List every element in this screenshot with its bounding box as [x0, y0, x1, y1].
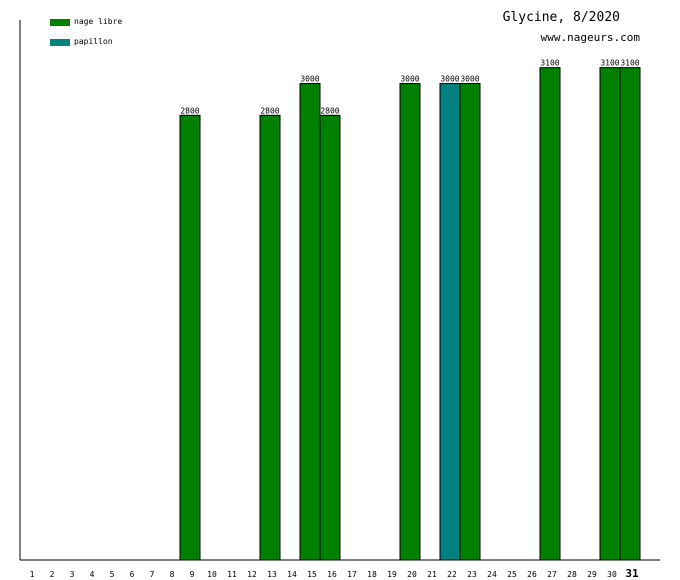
- x-tick-label-28: 28: [567, 570, 577, 579]
- bar-papillon-day-22: [439, 83, 461, 561]
- x-tick-label-22: 22: [447, 570, 457, 579]
- x-tick-label-17: 17: [347, 570, 357, 579]
- chart-title: Glycine, 8/2020: [502, 10, 620, 25]
- x-tick-label-26: 26: [527, 570, 537, 579]
- value-label-nage-libre-day-27: 3100: [540, 59, 559, 68]
- value-label-nage-libre-day-15: 3000: [300, 75, 319, 84]
- x-tick-label-25: 25: [507, 570, 517, 579]
- x-tick-label-9: 9: [190, 570, 195, 579]
- value-label-nage-libre-day-9: 2800: [180, 106, 199, 115]
- x-tick-label-4: 4: [90, 570, 95, 579]
- x-tick-label-8: 8: [170, 570, 175, 579]
- x-tick-label-27: 27: [547, 570, 557, 579]
- bar-nage-libre-day-13: [259, 114, 281, 561]
- bar-nage-libre-day-31: [619, 67, 641, 561]
- bars-group: [179, 67, 641, 561]
- x-tick-label-6: 6: [130, 570, 135, 579]
- x-tick-label-5: 5: [110, 570, 115, 579]
- bar-nage-libre-day-9: [179, 114, 201, 561]
- value-label-nage-libre-day-30: 3100: [600, 59, 619, 68]
- x-tick-label-13: 13: [267, 570, 277, 579]
- x-tick-label-2: 2: [50, 570, 55, 579]
- legend-swatch-nage-libre: [50, 19, 70, 26]
- bar-nage-libre-day-15: [299, 83, 321, 561]
- bar-nage-libre-day-27: [539, 67, 561, 561]
- legend-swatch-papillon: [50, 39, 70, 46]
- value-label-nage-libre-day-23: 3000: [460, 75, 479, 84]
- x-tick-label-11: 11: [227, 570, 237, 579]
- x-tick-label-15: 15: [307, 570, 317, 579]
- x-tick-label-3: 3: [70, 570, 75, 579]
- x-tick-label-23: 23: [467, 570, 477, 579]
- x-tick-label-18: 18: [367, 570, 377, 579]
- value-label-papillon-day-22: 3000: [440, 75, 459, 84]
- x-tick-label-10: 10: [207, 570, 217, 579]
- chart-subtitle: www.nageurs.com: [540, 31, 640, 44]
- x-tick-label-7: 7: [150, 570, 155, 579]
- bar-nage-libre-day-30: [599, 67, 621, 561]
- x-tick-label-16: 16: [327, 570, 337, 579]
- x-tick-label-31: 31: [625, 567, 639, 580]
- legend-label-nage-libre: nage libre: [74, 17, 123, 26]
- value-label-nage-libre-day-16: 2800: [320, 106, 339, 115]
- legend-label-papillon: papillon: [74, 37, 113, 46]
- x-tick-label-1: 1: [30, 570, 35, 579]
- x-tick-label-14: 14: [287, 570, 297, 579]
- x-tick-label-20: 20: [407, 570, 417, 579]
- x-tick-label-21: 21: [427, 570, 437, 579]
- x-tick-label-12: 12: [247, 570, 257, 579]
- x-tick-label-30: 30: [607, 570, 617, 579]
- x-tick-labels-group: 1 2 3 4 5 6 7 8 9 10 11 12 13 14 15 16 17 18 19 20 21 22 23 24 2…: [30, 567, 639, 580]
- bar-nage-libre-day-20: [399, 83, 421, 561]
- x-tick-label-29: 29: [587, 570, 597, 579]
- value-label-nage-libre-day-13: 2800: [260, 106, 279, 115]
- value-label-nage-libre-day-31: 3100: [620, 59, 639, 68]
- x-tick-label-24: 24: [487, 570, 497, 579]
- value-label-nage-libre-day-20: 3000: [400, 75, 419, 84]
- x-tick-label-19: 19: [387, 570, 397, 579]
- bar-nage-libre-day-16: [319, 114, 341, 561]
- bar-nage-libre-day-23: [459, 83, 481, 561]
